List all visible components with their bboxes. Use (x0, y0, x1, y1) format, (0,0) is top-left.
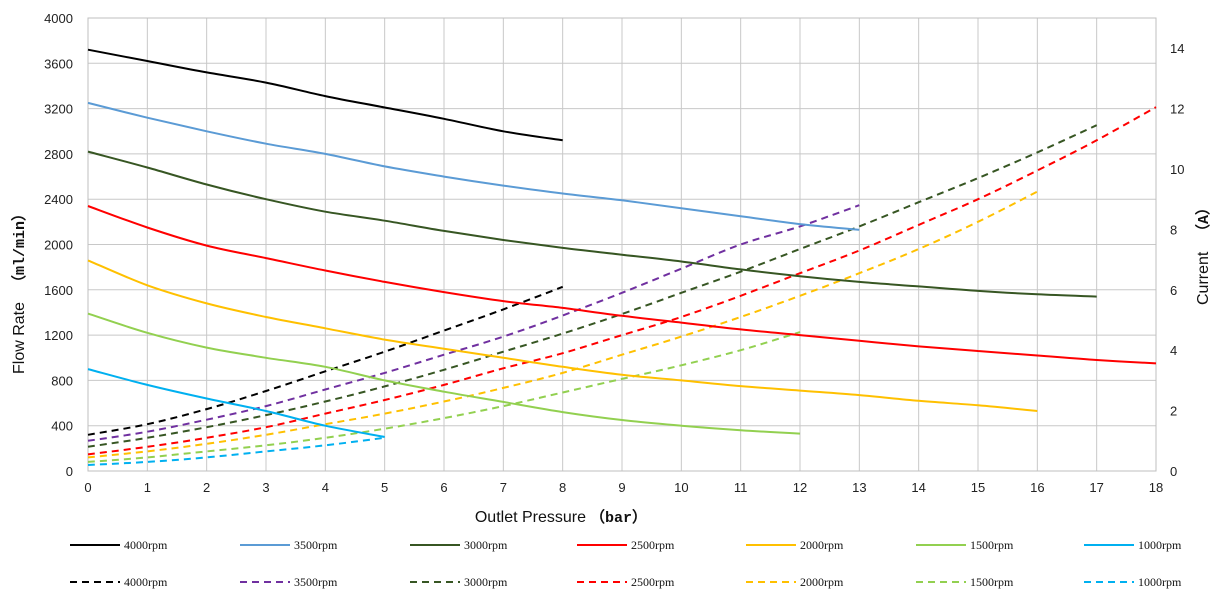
legend-current-label-4000rpm: 4000rpm (124, 575, 168, 589)
y-right-tick-label: 10 (1170, 162, 1184, 177)
x-axis-ticks: 0 1 2 3 4 5 6 7 8 9 10 11 12 13 14 15 16 17 18 (84, 480, 1163, 495)
current-series-3500rpm (87, 204, 860, 442)
flow-series-2500rpm (87, 205, 1157, 365)
current-series-4000rpm (87, 285, 564, 436)
legend-flow-label-3000rpm: 3000rpm (464, 538, 508, 552)
legend-flow-label-3500rpm: 3500rpm (294, 538, 338, 552)
y-axis-right-label: Current (1195, 251, 1212, 305)
y-left-tick-label: 2000 (44, 238, 73, 253)
legend-current-label-1000rpm: 1000rpm (1138, 575, 1182, 589)
x-tick-label: 17 (1089, 480, 1103, 495)
y-right-tick-label: 2 (1170, 404, 1177, 419)
x-tick-label: 10 (674, 480, 688, 495)
x-axis-label: Outlet Pressure (475, 509, 586, 526)
x-tick-label: 15 (971, 480, 985, 495)
flow-series-2000rpm (87, 259, 1038, 412)
y-left-tick-label: 2800 (44, 147, 73, 162)
x-tick-label: 8 (559, 480, 566, 495)
y-left-tick-label: 3600 (44, 56, 73, 71)
legend: 4000rpm 3500rpm 3000rpm 2500rpm 2000rpm 1500r… (70, 538, 1182, 589)
legend-current-label-3500rpm: 3500rpm (294, 575, 338, 589)
flow-series-1000rpm (87, 368, 385, 438)
legend-current-label-2000rpm: 2000rpm (800, 575, 844, 589)
y-axis-right-ticks: 0 2 4 6 8 10 12 14 (1170, 41, 1184, 479)
series-lines (87, 48, 1157, 466)
flow-series-1500rpm (87, 312, 801, 435)
x-tick-label: 9 (618, 480, 625, 495)
x-tick-label: 2 (203, 480, 210, 495)
x-tick-label: 4 (322, 480, 329, 495)
legend-flow-label-4000rpm: 4000rpm (124, 538, 168, 552)
y-left-tick-label: 800 (51, 373, 73, 388)
y-axis-right-unit: （A） (1194, 200, 1213, 239)
current-series-1500rpm (87, 331, 801, 463)
legend-current-label-3000rpm: 3000rpm (464, 575, 508, 589)
x-axis-unit: （bar） (590, 508, 647, 527)
x-tick-label: 13 (852, 480, 866, 495)
y-left-tick-label: 1600 (44, 283, 73, 298)
legend-flow-label-2500rpm: 2500rpm (631, 538, 675, 552)
grid (87, 17, 1157, 472)
y-left-tick-label: 2400 (44, 192, 73, 207)
x-tick-label: 0 (84, 480, 91, 495)
x-tick-label: 5 (381, 480, 388, 495)
y-axis-left-unit: （ml/min） (10, 206, 29, 290)
y-left-tick-label: 1200 (44, 328, 73, 343)
x-tick-label: 6 (440, 480, 447, 495)
x-tick-label: 7 (500, 480, 507, 495)
x-tick-label: 14 (911, 480, 925, 495)
y-right-tick-label: 6 (1170, 283, 1177, 298)
legend-flow-label-1000rpm: 1000rpm (1138, 538, 1182, 552)
y-left-tick-label: 0 (66, 464, 73, 479)
y-axis-left-ticks: 0 400 800 1200 1600 2000 2400 2800 3200 3600 4000 (44, 11, 73, 479)
x-tick-label: 11 (734, 480, 748, 495)
legend-current-label-2500rpm: 2500rpm (631, 575, 675, 589)
plot-frame (87, 17, 1157, 472)
y-right-tick-label: 14 (1170, 41, 1184, 56)
legend-current-label-1500rpm: 1500rpm (970, 575, 1014, 589)
flow-series-4000rpm (87, 48, 563, 142)
y-right-tick-label: 8 (1170, 222, 1177, 237)
y-right-tick-label: 0 (1170, 464, 1177, 479)
y-right-tick-label: 12 (1170, 102, 1184, 117)
legend-flow-label-2000rpm: 2000rpm (800, 538, 844, 552)
y-left-tick-label: 4000 (44, 11, 73, 26)
y-axis-left-label: Flow Rate (11, 302, 28, 374)
legend-flow-label-1500rpm: 1500rpm (970, 538, 1014, 552)
current-series-2000rpm (87, 190, 1038, 459)
x-tick-label: 1 (144, 480, 151, 495)
flow-series-3500rpm (87, 101, 860, 231)
flow-series-3000rpm (87, 150, 1097, 298)
y-right-tick-label: 4 (1170, 343, 1177, 358)
current-series-1000rpm (87, 436, 385, 466)
x-tick-label: 16 (1030, 480, 1044, 495)
current-series-2500rpm (87, 106, 1157, 456)
y-left-tick-label: 3200 (44, 102, 73, 117)
x-tick-label: 12 (793, 480, 807, 495)
x-tick-label: 18 (1149, 480, 1163, 495)
current-series-3000rpm (87, 124, 1098, 448)
x-tick-label: 3 (262, 480, 269, 495)
y-left-tick-label: 400 (51, 419, 73, 434)
